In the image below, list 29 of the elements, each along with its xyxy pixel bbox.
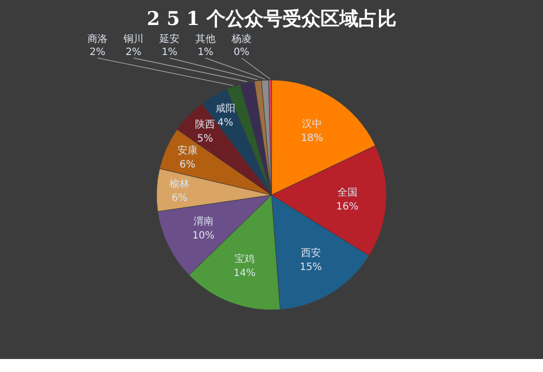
data-label: 5% — [197, 133, 213, 144]
data-label: 16% — [336, 201, 358, 212]
slice-label: 西安 — [300, 246, 321, 259]
data-label: 0% — [234, 47, 250, 58]
data-label: 6% — [172, 192, 188, 204]
data-label: 2% — [126, 47, 142, 58]
slice-label: 榆林 — [170, 178, 190, 190]
data-label: 15% — [300, 262, 322, 273]
data-label: 4% — [217, 117, 234, 128]
slice-label: 商洛 — [88, 33, 108, 45]
data-label: 1% — [198, 47, 214, 58]
data-label: 2% — [90, 47, 106, 58]
slice-label: 其他 — [196, 33, 216, 45]
data-label: 10% — [192, 230, 214, 242]
data-label: 18% — [300, 132, 324, 144]
slice-label: 杨凌 — [230, 33, 252, 45]
chart-title: 2 5 1 个公众号受众区域占比 — [146, 8, 396, 30]
slice-label: 咸阳 — [215, 102, 236, 114]
slice-label: 全国 — [337, 186, 358, 198]
slice-label: 陕西 — [195, 118, 216, 130]
data-label: 14% — [233, 268, 256, 279]
slice-label: 延安 — [158, 33, 180, 45]
slice-label: 汉中 — [302, 118, 322, 130]
data-label: 6% — [180, 160, 196, 171]
slice-label: 宝鸡 — [234, 252, 255, 265]
slice-label: 铜川 — [122, 33, 144, 45]
slice-label: 安康 — [177, 144, 198, 157]
slice-label: 渭南 — [193, 215, 214, 228]
data-label: 1% — [162, 47, 178, 58]
